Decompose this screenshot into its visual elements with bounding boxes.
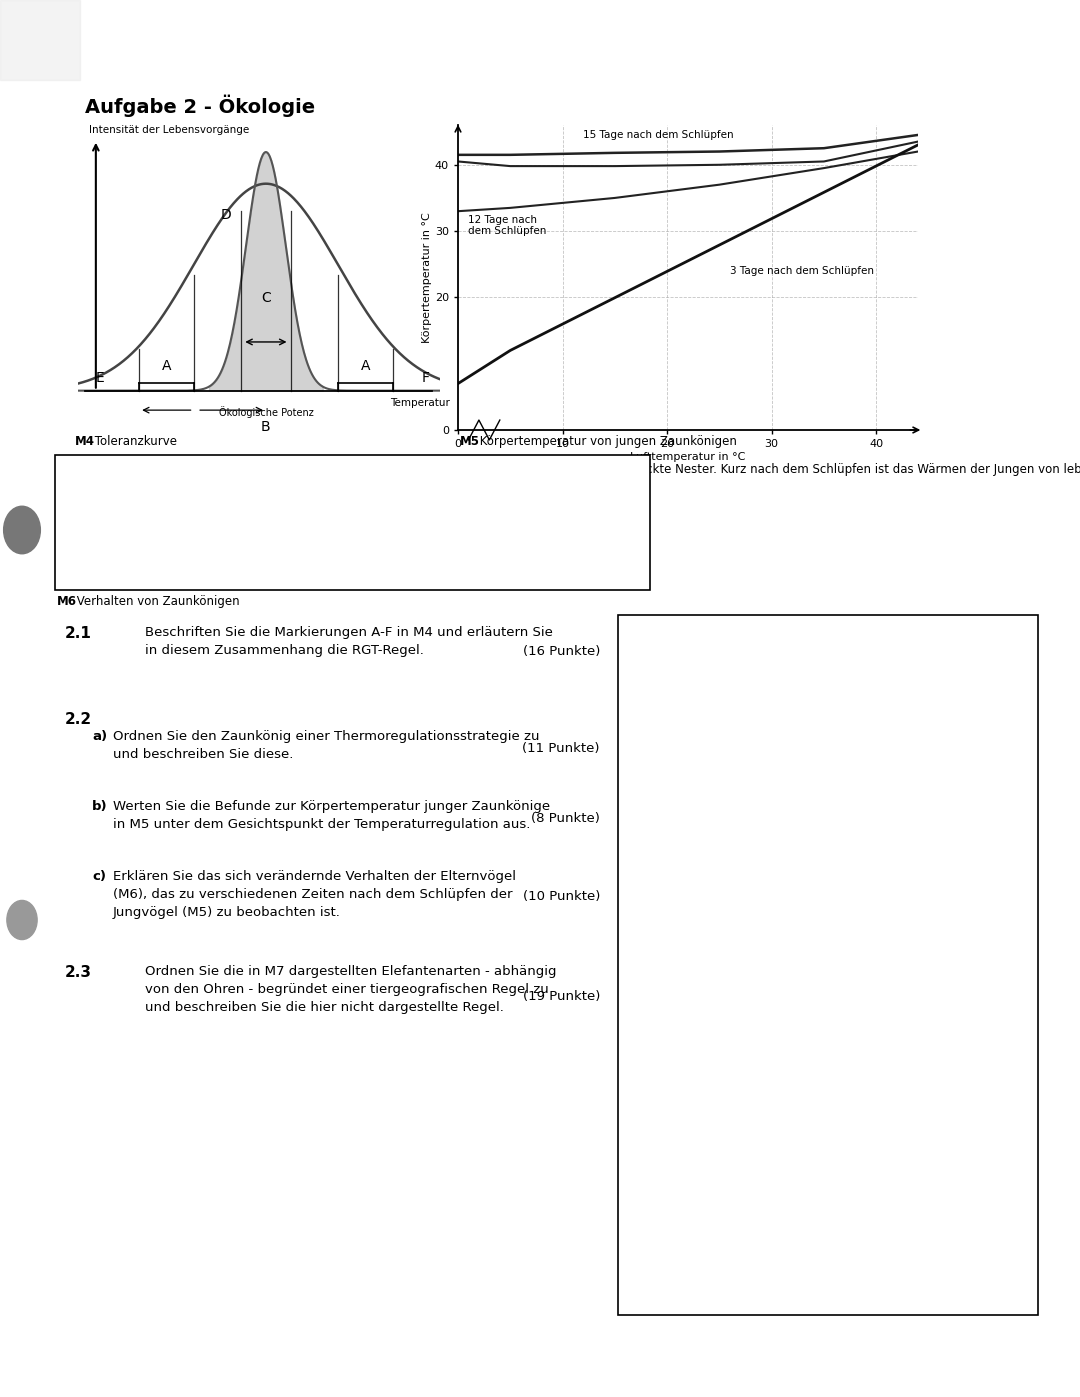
Text: b): b) xyxy=(92,800,108,813)
Text: a): a) xyxy=(92,731,107,743)
Text: 3 Tage nach dem Schlüpfen: 3 Tage nach dem Schlüpfen xyxy=(730,265,874,275)
Bar xyxy=(0,0,80,80)
Text: Verhalten von Zaunkönigen: Verhalten von Zaunkönigen xyxy=(73,595,240,608)
Text: M6: M6 xyxy=(57,595,77,608)
Text: Indischer
Elefant: Indischer Elefant xyxy=(801,981,855,1009)
Text: (11 Punkte): (11 Punkte) xyxy=(523,742,600,754)
Text: Werten Sie die Befunde zur Körpertemperatur junger Zaunkönige
in M5 unter dem Ge: Werten Sie die Befunde zur Körpertempera… xyxy=(113,800,550,831)
Text: D: D xyxy=(220,208,231,222)
Text: M5: M5 xyxy=(460,434,480,448)
Text: M7: M7 xyxy=(627,1282,648,1295)
Text: 15 Tage nach dem Schlüpfen: 15 Tage nach dem Schlüpfen xyxy=(583,130,734,140)
Polygon shape xyxy=(698,1039,740,1088)
Y-axis label: Körpertemperatur in °C: Körpertemperatur in °C xyxy=(422,212,432,342)
Text: F: F xyxy=(421,372,430,386)
Text: Temperatur: Temperatur xyxy=(391,398,450,408)
Text: E: E xyxy=(96,372,105,386)
Text: A: A xyxy=(361,359,370,373)
Polygon shape xyxy=(692,841,735,890)
Text: Erklären Sie das sich verändernde Verhalten der Elternvögel
(M6), das zu verschi: Erklären Sie das sich verändernde Verhal… xyxy=(113,870,516,919)
Text: Beschriften Sie die Markierungen A-F in M4 und erläutern Sie
in diesem Zusammenh: Beschriften Sie die Markierungen A-F in … xyxy=(145,626,553,657)
X-axis label: Lufttemperatur in °C: Lufttemperatur in °C xyxy=(631,451,745,462)
Text: Aufgabe 2 - Ökologie: Aufgabe 2 - Ökologie xyxy=(85,95,315,117)
Text: (19 Punkte): (19 Punkte) xyxy=(523,990,600,1003)
Text: c): c) xyxy=(92,870,106,883)
Text: Ordnen Sie den Zaunkönig einer Thermoregulationsstrategie zu
und beschreiben Sie: Ordnen Sie den Zaunkönig einer Thermoreg… xyxy=(113,731,540,761)
Text: (10 Punkte): (10 Punkte) xyxy=(523,890,600,902)
Text: A: A xyxy=(162,359,171,373)
Text: (16 Punkte): (16 Punkte) xyxy=(523,645,600,658)
Text: Ökologische Potenz: Ökologische Potenz xyxy=(218,407,313,418)
Text: Körpertemperatur von jungen Zaunkönigen: Körpertemperatur von jungen Zaunkönigen xyxy=(476,434,737,448)
Text: 2.2: 2.2 xyxy=(65,712,92,726)
Text: M4: M4 xyxy=(75,434,95,448)
Polygon shape xyxy=(636,643,724,746)
Text: Toleranzkurve: Toleranzkurve xyxy=(91,434,177,448)
Text: Ordnen Sie die in M7 dargestellten Elefantenarten - abhängig
von den Ohren - beg: Ordnen Sie die in M7 dargestellten Elefa… xyxy=(145,965,556,1014)
Text: 12 Tage nach
dem Schlüpfen: 12 Tage nach dem Schlüpfen xyxy=(469,215,546,236)
Text: 2.1: 2.1 xyxy=(65,626,92,641)
Text: Elefantenarten: Elefantenarten xyxy=(644,1282,735,1295)
Text: (8 Punkte): (8 Punkte) xyxy=(531,812,600,826)
Text: B: B xyxy=(261,420,271,434)
Text: Mammut: Mammut xyxy=(801,1225,854,1238)
Text: C: C xyxy=(261,291,271,305)
Text: Afrikanischer
Elefant: Afrikanischer Elefant xyxy=(789,789,866,819)
Text: Intensität der Lebensvorgänge: Intensität der Lebensvorgänge xyxy=(89,124,248,136)
Text: 2.3: 2.3 xyxy=(65,965,92,981)
Text: Der Zaunkönig gehört zu den kleinsten bei uns heimischen Vögeln. Er legt seine E: Der Zaunkönig gehört zu den kleinsten be… xyxy=(65,462,1080,476)
